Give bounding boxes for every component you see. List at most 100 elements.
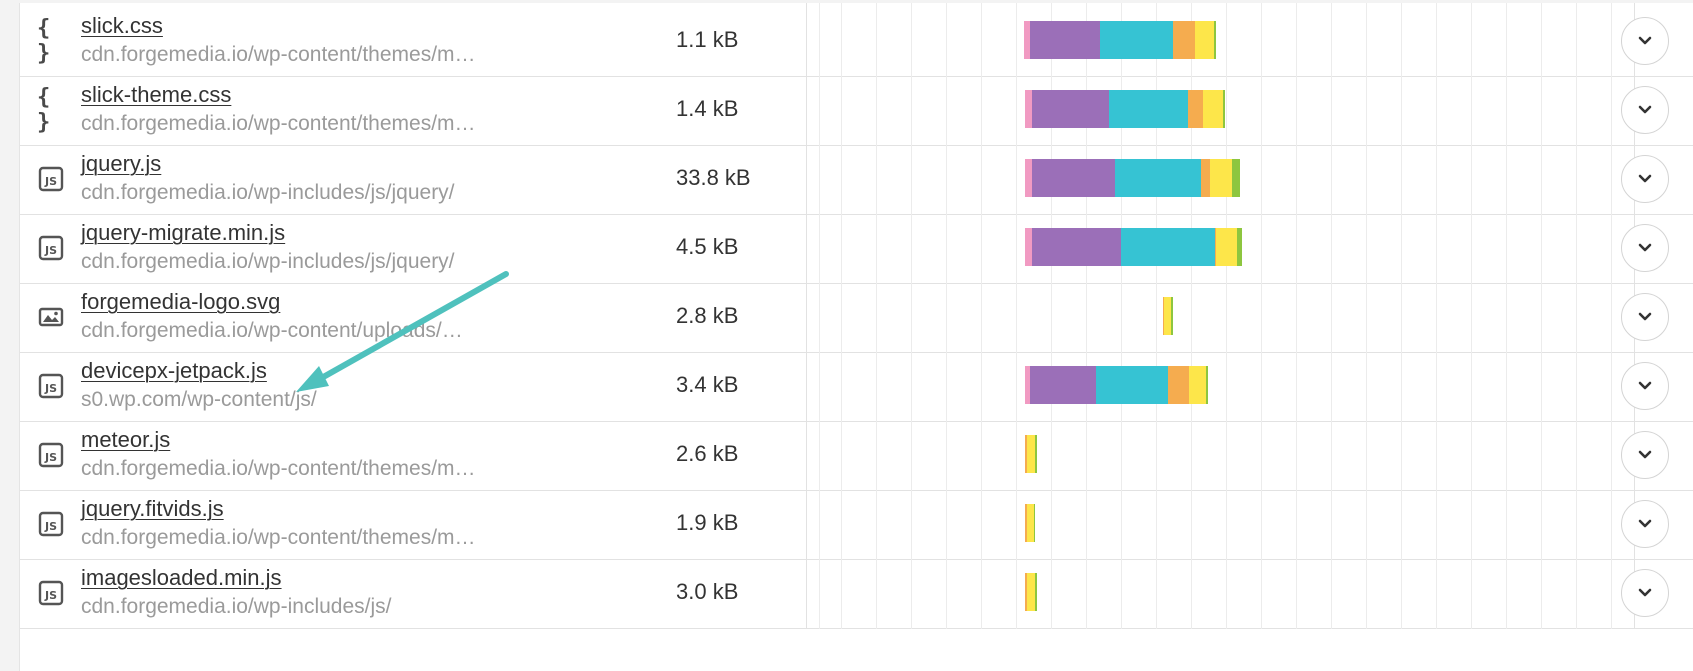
svg-text:JS: JS — [44, 520, 57, 533]
file-name-link[interactable]: slick-theme.css — [81, 82, 232, 107]
css-file-icon: { } — [37, 85, 53, 135]
timing-segment-dns — [1031, 90, 1109, 128]
request-row: JS imagesloaded.min.js cdn.forgemedia.io… — [20, 555, 1693, 629]
timing-segment-send — [1214, 228, 1217, 266]
timing-segment-wait — [1026, 573, 1036, 611]
file-url: cdn.forgemedia.io/wp-includes/js/ — [81, 595, 392, 618]
timing-bar[interactable] — [1025, 504, 1036, 542]
svg-text:JS: JS — [44, 382, 57, 395]
waterfall-table: { } slick.css cdn.forgemedia.io/wp-conte… — [19, 3, 1693, 671]
waterfall-track — [806, 279, 1635, 353]
file-name-link[interactable]: jquery-migrate.min.js — [81, 220, 286, 245]
expand-row-button[interactable] — [1621, 17, 1669, 65]
expand-row-button[interactable] — [1621, 569, 1669, 617]
expand-row-button[interactable] — [1621, 500, 1669, 548]
file-name-link[interactable]: meteor.js — [81, 427, 171, 452]
expand-row-button[interactable] — [1621, 431, 1669, 479]
timing-segment-wait — [1194, 21, 1214, 59]
request-row: JS jquery.fitvids.js cdn.forgemedia.io/w… — [20, 486, 1693, 560]
file-name-link[interactable]: forgemedia-logo.svg — [81, 289, 281, 314]
js-file-icon: JS — [37, 234, 65, 262]
chevron-down-icon — [1638, 588, 1652, 597]
file-size: 33.8 kB — [676, 165, 751, 190]
timing-bar[interactable] — [1025, 159, 1241, 197]
timing-bar[interactable] — [1025, 435, 1037, 473]
waterfall-track — [806, 3, 1635, 77]
request-row: JS meteor.js cdn.forgemedia.io/wp-conten… — [20, 417, 1693, 491]
expand-row-button[interactable] — [1621, 362, 1669, 410]
timing-bar[interactable] — [1025, 366, 1209, 404]
timing-segment-blocking — [1025, 90, 1032, 128]
timing-segment-send — [1188, 90, 1204, 128]
timing-segment-connect — [1114, 159, 1202, 197]
timing-bar[interactable] — [1023, 21, 1217, 59]
timing-segment-wait — [1189, 366, 1206, 404]
file-size: 2.6 kB — [676, 441, 739, 466]
timing-segment-wait — [1164, 297, 1171, 335]
timing-segment-dns — [1031, 159, 1115, 197]
chevron-down-icon — [1638, 312, 1652, 321]
timing-segment-wait — [1026, 435, 1036, 473]
chevron-down-icon — [1638, 381, 1652, 390]
timing-segment-connect — [1108, 90, 1189, 128]
timing-bar[interactable] — [1025, 90, 1225, 128]
timing-bar[interactable] — [1162, 297, 1174, 335]
js-file-icon: JS — [37, 165, 65, 193]
timing-bar[interactable] — [1025, 228, 1242, 266]
timing-segment-receive — [1222, 90, 1225, 128]
waterfall-track — [806, 72, 1635, 146]
file-url: cdn.forgemedia.io/wp-content/uploads/… — [81, 319, 463, 342]
chevron-down-icon — [1638, 105, 1652, 114]
file-url: cdn.forgemedia.io/wp-includes/js/jquery/ — [81, 181, 455, 204]
timing-segment-connect — [1099, 21, 1173, 59]
timing-segment-receive — [1033, 504, 1036, 542]
file-name-link[interactable]: imagesloaded.min.js — [81, 565, 282, 590]
timing-segment-blocking — [1025, 366, 1031, 404]
timing-segment-receive — [1213, 21, 1217, 59]
request-row: { } slick.css cdn.forgemedia.io/wp-conte… — [20, 3, 1693, 77]
timing-segment-connect — [1095, 366, 1168, 404]
file-size: 1.1 kB — [676, 27, 739, 52]
svg-text:JS: JS — [44, 589, 57, 602]
timing-segment-connect — [1121, 228, 1215, 266]
timing-segment-send — [1025, 573, 1027, 611]
file-name-link[interactable]: devicepx-jetpack.js — [81, 358, 267, 383]
timing-segment-receive — [1035, 573, 1037, 611]
timing-segment-receive — [1205, 366, 1209, 404]
file-size: 1.4 kB — [676, 96, 739, 121]
file-name-link[interactable]: jquery.fitvids.js — [81, 496, 224, 521]
css-file-icon: { } — [37, 16, 53, 66]
timing-segment-receive — [1232, 159, 1241, 197]
timing-segment-blocking — [1023, 21, 1031, 59]
timing-segment-send — [1162, 297, 1165, 335]
expand-row-button[interactable] — [1621, 224, 1669, 272]
expand-row-button[interactable] — [1621, 293, 1669, 341]
request-row: forgemedia-logo.svg cdn.forgemedia.io/wp… — [20, 279, 1693, 353]
file-size: 3.0 kB — [676, 579, 739, 604]
expand-row-button[interactable] — [1621, 86, 1669, 134]
file-name-link[interactable]: jquery.js — [81, 151, 162, 176]
timing-bar[interactable] — [1025, 573, 1037, 611]
timing-segment-send — [1172, 21, 1195, 59]
timing-segment-send — [1167, 366, 1190, 404]
timing-segment-dns — [1030, 21, 1100, 59]
timing-segment-send — [1201, 159, 1210, 197]
waterfall-track — [806, 348, 1635, 422]
js-file-icon: JS — [37, 372, 65, 400]
js-file-icon: JS — [37, 579, 65, 607]
file-url: cdn.forgemedia.io/wp-content/themes/m… — [81, 457, 476, 480]
file-url: s0.wp.com/wp-content/js/ — [81, 388, 317, 411]
expand-row-button[interactable] — [1621, 155, 1669, 203]
waterfall-track — [806, 555, 1635, 629]
svg-text:JS: JS — [44, 451, 57, 464]
file-size: 1.9 kB — [676, 510, 739, 535]
file-name-link[interactable]: slick.css — [81, 13, 163, 38]
file-size: 3.4 kB — [676, 372, 739, 397]
timing-segment-wait — [1209, 159, 1233, 197]
waterfall-track — [806, 417, 1635, 491]
waterfall-track — [806, 486, 1635, 560]
js-file-icon: JS — [37, 441, 65, 469]
chevron-down-icon — [1638, 174, 1652, 183]
chevron-down-icon — [1638, 519, 1652, 528]
file-url: cdn.forgemedia.io/wp-content/themes/m… — [81, 526, 476, 549]
